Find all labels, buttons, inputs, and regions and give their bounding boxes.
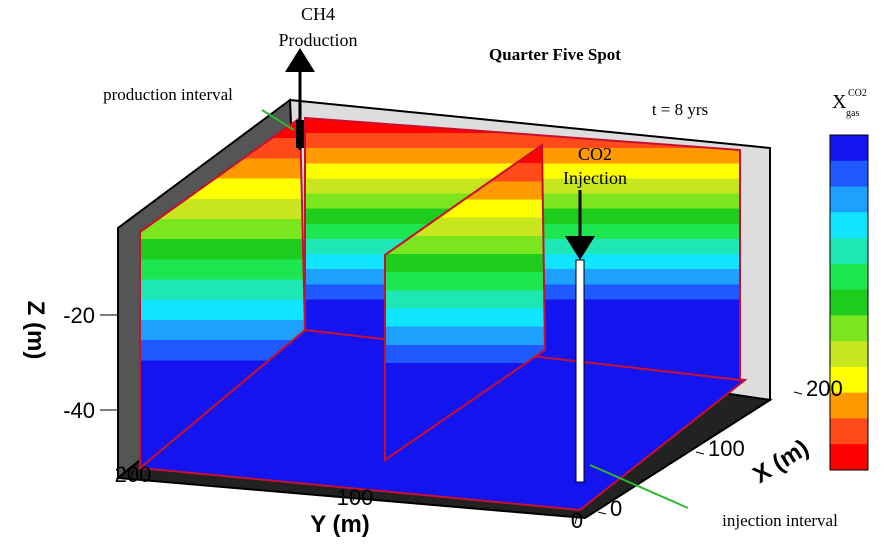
y-tick <box>352 492 356 502</box>
annotation: injection interval <box>722 511 838 530</box>
colorbar-cell <box>830 392 868 419</box>
axis-label: Y (m) <box>310 511 370 538</box>
colorbar-cell <box>830 366 868 394</box>
annotation: CO2 <box>578 144 612 164</box>
colorbar-cell <box>830 160 868 188</box>
annotation: CH4 <box>301 4 335 24</box>
x-tick <box>793 391 803 395</box>
colorbar-cell <box>830 186 868 213</box>
colorbar-superscript: CO2 <box>848 88 867 99</box>
colorbar-frame <box>829 134 869 471</box>
colorbar-cell <box>830 263 868 291</box>
time-label: t = 8 yrs <box>652 100 708 119</box>
axis-label: X (m) <box>748 434 813 489</box>
x-tick <box>597 511 607 515</box>
colorbar-cell <box>830 315 868 342</box>
colorbar-subscript: gas <box>846 108 859 119</box>
title: Quarter Five Spot <box>489 45 621 64</box>
colorbar-cell <box>830 444 868 471</box>
production-interval-marker <box>296 120 304 148</box>
annotation: Injection <box>563 168 627 188</box>
y-tick-label: 100 <box>337 485 374 510</box>
y-tick-label: 200 <box>115 462 152 487</box>
annotation: production interval <box>103 85 233 104</box>
colorbar-cell <box>830 289 868 316</box>
x-tick-label: 200 <box>806 376 843 401</box>
colorbar-label: X <box>832 91 847 113</box>
x-tick <box>695 451 705 455</box>
axis-label: Z (m) <box>22 301 49 360</box>
colorbar-cell <box>830 212 868 239</box>
colorbar-cell <box>830 135 868 162</box>
injection-well <box>575 259 585 483</box>
x-tick-label: 100 <box>708 436 745 461</box>
y-tick <box>130 469 134 479</box>
y-tick-label: 0 <box>571 508 583 533</box>
left-panel <box>139 116 307 471</box>
z-tick-label: -20 <box>63 303 95 328</box>
y-tick <box>574 515 578 525</box>
colorbar-cell <box>830 238 868 265</box>
annotation: Production <box>279 30 358 50</box>
middle-panel <box>384 143 547 462</box>
z-tick-label: -40 <box>63 398 95 423</box>
pointer <box>261 109 295 131</box>
colorbar-cell <box>830 341 868 368</box>
pointer <box>589 464 689 509</box>
x-tick-label: 0 <box>610 496 622 521</box>
colorbar-cell <box>830 418 868 445</box>
